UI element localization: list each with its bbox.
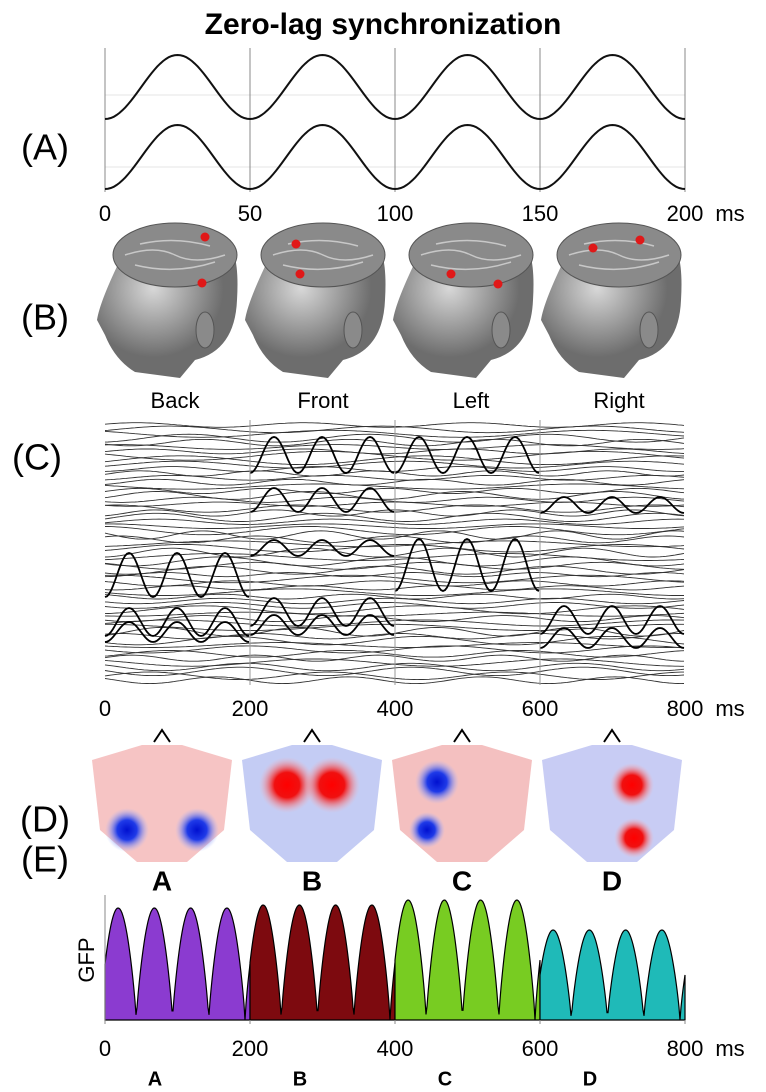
- brain-texture: [124, 239, 226, 271]
- x-tick-label: 100: [377, 201, 414, 226]
- head: [393, 222, 534, 378]
- head-label: Left: [453, 388, 490, 413]
- source-trace: [104, 621, 250, 643]
- nose: [453, 728, 471, 743]
- source-trace: [394, 538, 540, 592]
- scalp: [542, 745, 682, 862]
- panel-label: (D): [20, 799, 70, 840]
- x-tick-label: 0: [99, 1036, 111, 1061]
- gfp-segment: [249, 904, 396, 1021]
- panel-label: (C): [12, 437, 62, 478]
- topo-blob: [415, 760, 459, 804]
- segment-label: D: [583, 1068, 597, 1090]
- gfp-segment: [394, 899, 541, 1021]
- segment-label: B: [293, 1068, 307, 1090]
- segment-label: A: [148, 1068, 162, 1090]
- nose: [603, 728, 621, 743]
- topo-blob: [409, 812, 445, 848]
- topo-blob: [304, 757, 360, 813]
- x-unit: ms: [715, 696, 744, 721]
- head: [245, 222, 386, 378]
- x-tick-label: 200: [232, 1036, 269, 1061]
- topo-blob: [105, 808, 149, 852]
- panel-label: (B): [21, 297, 69, 338]
- source-trace: [539, 627, 685, 649]
- sine-trace: [104, 53, 686, 121]
- source-trace: [249, 487, 395, 513]
- topo-blob: [614, 818, 654, 858]
- x-tick-label: 800: [667, 1036, 704, 1061]
- source-dot: [200, 232, 210, 242]
- ear: [343, 311, 363, 349]
- source-dot: [446, 269, 456, 279]
- panel-label: (A): [21, 127, 69, 168]
- x-tick-label: 0: [99, 696, 111, 721]
- source-dot: [493, 279, 503, 289]
- x-tick-label: 150: [522, 201, 559, 226]
- x-tick-label: 800: [667, 696, 704, 721]
- ear: [639, 311, 659, 349]
- y-axis-label: GFP: [74, 937, 99, 982]
- map-label: D: [602, 865, 622, 896]
- source-trace: [539, 605, 685, 635]
- x-tick-label: 200: [232, 696, 269, 721]
- map-label: A: [152, 865, 172, 896]
- source-trace: [249, 539, 395, 557]
- x-tick-label: 400: [377, 696, 414, 721]
- head: [97, 222, 238, 378]
- source-trace: [249, 597, 395, 627]
- x-tick-label: 600: [522, 1036, 559, 1061]
- x-tick-label: 0: [99, 201, 111, 226]
- x-tick-label: 400: [377, 1036, 414, 1061]
- topo-blob: [175, 808, 219, 852]
- source-dot: [197, 278, 207, 288]
- head: [541, 222, 682, 378]
- x-unit: ms: [715, 201, 744, 226]
- head-label: Right: [593, 388, 644, 413]
- nose: [153, 728, 171, 743]
- ear: [195, 311, 215, 349]
- source-dot: [295, 269, 305, 279]
- topo-blob: [610, 763, 654, 807]
- source-dot: [291, 239, 301, 249]
- source-trace: [104, 607, 250, 637]
- x-tick-label: 600: [522, 696, 559, 721]
- source-dot: [588, 243, 598, 253]
- source-trace: [249, 436, 395, 474]
- source-trace: [104, 552, 250, 598]
- source-trace: [539, 496, 685, 514]
- gfp-segment: [539, 929, 686, 1021]
- source-trace: [249, 614, 395, 636]
- nose: [303, 728, 321, 743]
- brain-texture: [420, 239, 522, 271]
- brain-texture: [568, 239, 670, 271]
- x-unit: ms: [715, 1036, 744, 1061]
- panel-label: (E): [21, 839, 69, 880]
- segment-label: C: [438, 1068, 452, 1090]
- gfp-segment: [104, 907, 251, 1021]
- sine-trace: [104, 123, 686, 191]
- ear: [491, 311, 511, 349]
- head-label: Back: [151, 388, 201, 413]
- source-trace: [394, 436, 540, 474]
- scalp: [392, 745, 532, 862]
- head-label: Front: [297, 388, 348, 413]
- source-dot: [635, 235, 645, 245]
- map-label: B: [302, 865, 322, 896]
- map-label: C: [452, 865, 472, 896]
- x-tick-label: 200: [667, 201, 704, 226]
- x-tick-label: 50: [238, 201, 262, 226]
- figure-title: Zero-lag synchronization: [205, 8, 562, 41]
- topo-blob: [259, 757, 315, 813]
